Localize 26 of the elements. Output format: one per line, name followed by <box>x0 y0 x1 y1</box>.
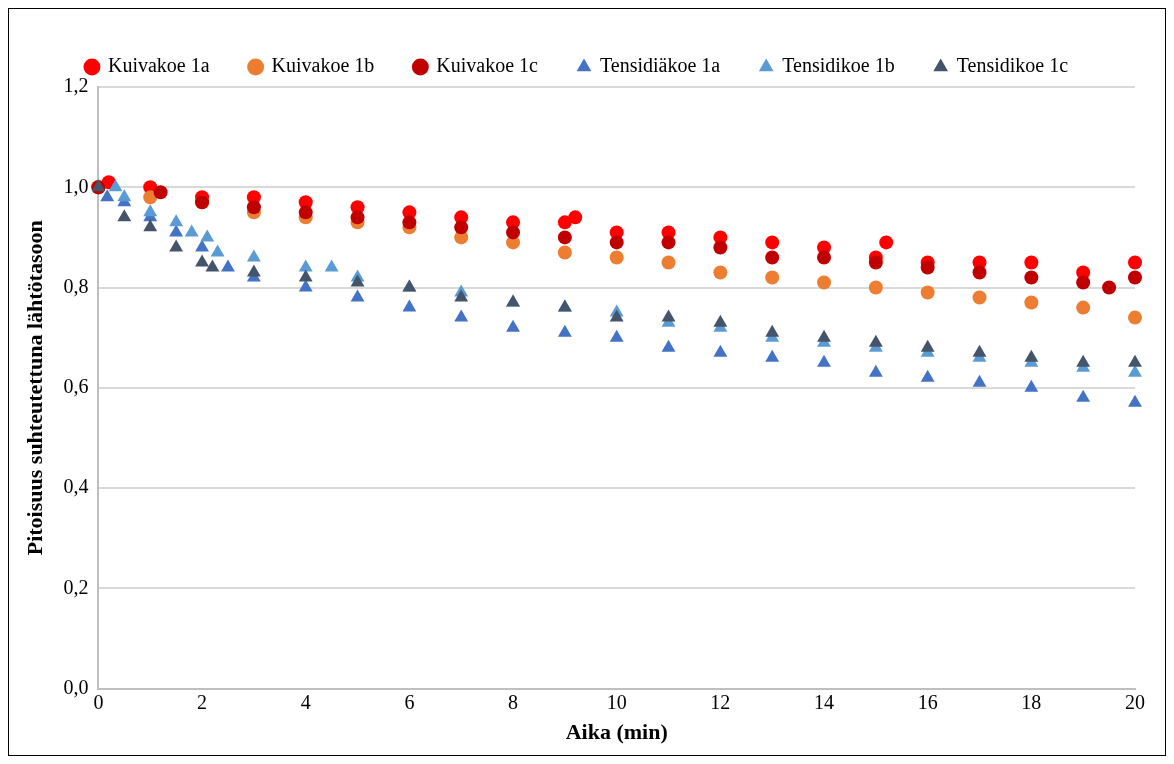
y-tick-label: 0,0 <box>63 675 89 698</box>
y-tick-label: 0,4 <box>63 475 89 498</box>
legend-label: Tensidiäkoe 1a <box>599 54 721 77</box>
x-tick-label: 10 <box>606 690 627 713</box>
x-tick-label: 8 <box>508 690 519 713</box>
x-tick-label: 16 <box>917 690 938 713</box>
x-tick-label: 4 <box>300 690 311 713</box>
x-tick-label: 0 <box>93 690 104 713</box>
y-tick-label: 0,2 <box>63 575 89 598</box>
legend-label: Kuivakoe 1b <box>271 54 375 77</box>
x-tick-label: 12 <box>710 690 731 713</box>
y-axis-title: Pitoisuus suhteutettuna lähtötasoon <box>21 220 47 556</box>
y-tick-label: 1,0 <box>63 174 89 197</box>
x-tick-label: 6 <box>404 690 415 713</box>
legend-label: Tensidikoe 1c <box>956 54 1069 77</box>
x-tick-label: 18 <box>1021 690 1042 713</box>
y-tick-label: 1,2 <box>63 74 89 97</box>
legend-label: Tensidikoe 1b <box>782 54 895 77</box>
legend-label: Kuivakoe 1a <box>107 54 210 77</box>
legend-label: Kuivakoe 1c <box>436 54 539 77</box>
x-tick-label: 20 <box>1125 690 1145 713</box>
x-axis-title: Aika (min) <box>565 719 668 745</box>
x-tick-label: 14 <box>814 690 835 713</box>
y-tick-label: 0,8 <box>63 274 89 297</box>
x-tick-label: 2 <box>197 690 208 713</box>
y-tick-label: 0,6 <box>63 375 89 398</box>
